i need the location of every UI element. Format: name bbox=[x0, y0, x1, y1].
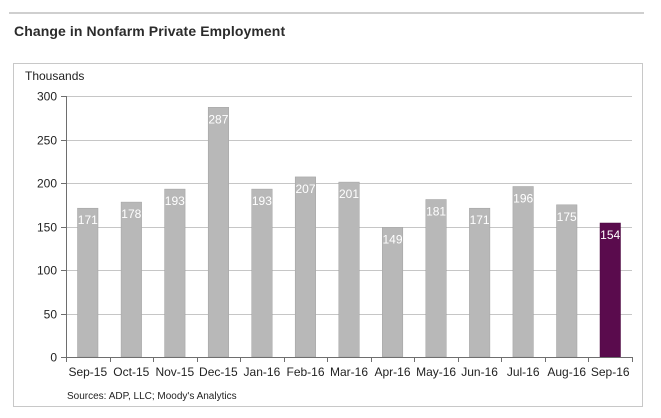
top-divider bbox=[9, 12, 644, 14]
x-tick-label: Nov-15 bbox=[155, 365, 194, 379]
data-label: 149 bbox=[382, 232, 402, 246]
bar-jul-16 bbox=[512, 186, 534, 358]
chart-frame: Thousands 171 178 193 287 193 207 201 149 181 171… bbox=[13, 63, 643, 407]
data-label: 178 bbox=[121, 207, 141, 221]
data-label: 287 bbox=[208, 112, 228, 126]
y-tick-label: 0 bbox=[50, 351, 57, 365]
y-axis-unit-label: Thousands bbox=[25, 69, 84, 83]
data-label: 154 bbox=[600, 228, 620, 242]
data-label: 201 bbox=[339, 187, 359, 201]
bar-dec-15 bbox=[207, 107, 229, 358]
x-tick-label: Sep-15 bbox=[68, 365, 107, 379]
bar-jan-16 bbox=[251, 188, 273, 358]
data-label: 175 bbox=[557, 210, 577, 224]
bar-mar-16 bbox=[338, 181, 360, 358]
x-tick-label: Sep-16 bbox=[591, 365, 630, 379]
bars: 171 178 193 287 193 207 201 149 181 171 196 175 154 bbox=[77, 107, 621, 358]
y-tick-label: 150 bbox=[37, 221, 57, 235]
x-tick-label: Aug-16 bbox=[547, 365, 586, 379]
bar-feb-16 bbox=[294, 176, 316, 358]
axes: 0 50 100 150 200 250 300 Sep-15 Oct-15 Nov-15 Dec-… bbox=[37, 90, 633, 379]
y-tick-label: 200 bbox=[37, 177, 57, 191]
bar-may-16 bbox=[425, 199, 447, 358]
page-title: Change in Nonfarm Private Employment bbox=[14, 23, 286, 39]
bar-apr-16 bbox=[382, 227, 404, 358]
bar-oct-15 bbox=[120, 201, 142, 358]
bar-sep-15 bbox=[77, 207, 99, 358]
x-tick-label: Feb-16 bbox=[286, 365, 324, 379]
x-tick-label: Dec-15 bbox=[199, 365, 238, 379]
bar-jun-16 bbox=[469, 207, 491, 358]
x-tick-label: Jun-16 bbox=[461, 365, 498, 379]
x-tick-label: Apr-16 bbox=[374, 365, 410, 379]
bar-nov-15 bbox=[164, 188, 186, 358]
data-label: 171 bbox=[78, 213, 98, 227]
data-label: 207 bbox=[295, 182, 315, 196]
x-tick-label: Oct-15 bbox=[113, 365, 149, 379]
y-tick-label: 250 bbox=[37, 134, 57, 148]
bar-aug-16 bbox=[556, 204, 578, 358]
data-label: 193 bbox=[252, 194, 272, 208]
x-tick-label: May-16 bbox=[416, 365, 456, 379]
data-label: 181 bbox=[426, 205, 446, 219]
data-label: 193 bbox=[165, 194, 185, 208]
y-tick-label: 100 bbox=[37, 264, 57, 278]
source-note: Sources: ADP, LLC; Moody's Analytics bbox=[67, 391, 237, 402]
bar-sep-16 bbox=[599, 222, 621, 358]
x-tick-label: Jan-16 bbox=[244, 365, 281, 379]
data-label: 171 bbox=[470, 213, 490, 227]
y-tick-label: 50 bbox=[44, 308, 58, 322]
data-label: 196 bbox=[513, 192, 533, 206]
y-tick-label: 300 bbox=[37, 90, 57, 104]
x-tick-label: Mar-16 bbox=[330, 365, 368, 379]
x-tick-label: Jul-16 bbox=[507, 365, 540, 379]
